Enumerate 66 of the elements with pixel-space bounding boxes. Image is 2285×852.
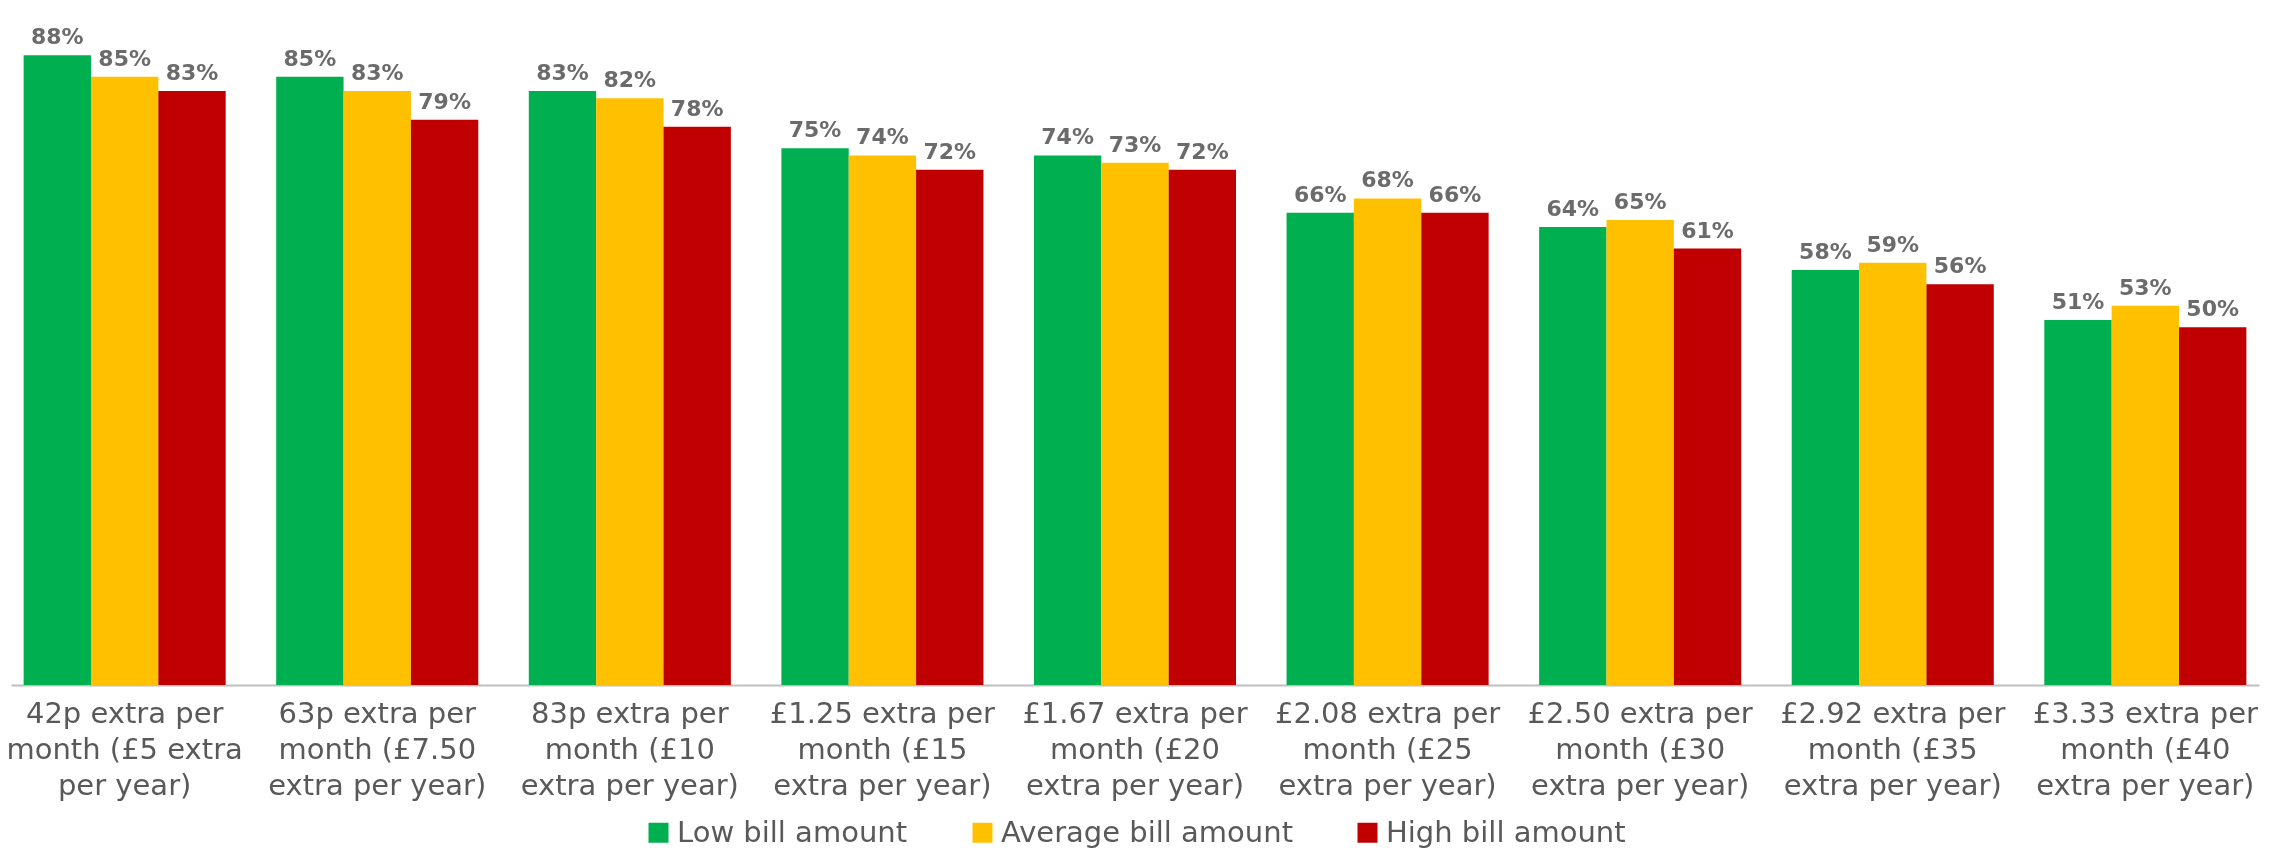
- legend-label: Average bill amount: [1001, 814, 1293, 849]
- bar: [1353, 198, 1422, 685]
- bar: [1286, 212, 1354, 685]
- x-tick-label: 63p extra per month (£7.50 extra per year): [268, 695, 487, 802]
- bar: [1859, 262, 1927, 685]
- bar: [781, 148, 849, 685]
- bar: [1673, 248, 1742, 685]
- bar: [90, 76, 159, 685]
- data-label: 83%: [165, 60, 219, 86]
- bar: [343, 91, 411, 685]
- bar: [1926, 284, 1994, 685]
- bar: [2179, 327, 2247, 685]
- bar: [2111, 305, 2180, 685]
- data-label: 75%: [788, 117, 842, 143]
- bar: [1539, 227, 1607, 685]
- bar: [23, 55, 91, 685]
- x-tick-label: 42p extra per month (£5 extra per year): [6, 695, 243, 802]
- data-label: 53%: [2119, 274, 2172, 300]
- x-tick-label: £3.33 extra per month (£40 extra per year): [2032, 695, 2258, 802]
- bar: [410, 119, 479, 685]
- data-label: 78%: [670, 95, 724, 121]
- data-label: 85%: [98, 45, 151, 71]
- data-label: 82%: [603, 67, 657, 93]
- data-label: 73%: [1108, 131, 1162, 157]
- bar: [596, 98, 664, 685]
- data-label: 66%: [1293, 181, 1347, 207]
- data-label: 56%: [1933, 253, 1987, 279]
- data-label: 58%: [1799, 238, 1852, 264]
- bar: [663, 126, 731, 685]
- x-tick-label: £2.08 extra per month (£25 extra per year): [1274, 695, 1501, 802]
- data-label: 74%: [1041, 124, 1094, 150]
- bar: [158, 91, 226, 685]
- x-tick-label: £2.50 extra per month (£30 extra per year): [1527, 695, 1753, 802]
- data-label: 79%: [418, 88, 471, 114]
- data-label: 85%: [283, 45, 337, 71]
- bar: [848, 155, 917, 685]
- data-label: 88%: [30, 24, 84, 50]
- legend-label: Low bill amount: [677, 814, 908, 849]
- data-label: 72%: [1176, 138, 1229, 164]
- data-label: 59%: [1866, 231, 1920, 257]
- data-label: 51%: [2051, 289, 2105, 315]
- data-label: 72%: [923, 138, 977, 164]
- bar: [2044, 320, 2112, 685]
- bar: [1421, 212, 1489, 685]
- legend-label: High bill amount: [1386, 814, 1626, 849]
- x-tick-label: 83p extra per month (£10 extra per year): [520, 695, 739, 802]
- x-tick-label: £1.25 extra per month (£15 extra per year): [769, 695, 996, 802]
- data-label: 74%: [856, 124, 909, 150]
- x-tick-label: £1.67 extra per month (£20 extra per year): [1022, 695, 1248, 802]
- data-label: 50%: [2186, 296, 2240, 322]
- data-label: 83%: [350, 60, 404, 86]
- bar: [916, 169, 984, 685]
- bar: [1791, 269, 1860, 685]
- bar: [1033, 155, 1102, 685]
- bar: [1101, 162, 1169, 685]
- data-label: 65%: [1613, 188, 1667, 214]
- data-label: 66%: [1428, 181, 1482, 207]
- data-label: 64%: [1546, 196, 1600, 222]
- bar: [1606, 219, 1674, 685]
- bar: [528, 91, 597, 685]
- data-label: 68%: [1361, 167, 1414, 193]
- x-tick-label: £2.92 extra per month (£35 extra per year): [1780, 695, 2006, 802]
- data-label: 61%: [1681, 217, 1734, 243]
- bar: [276, 76, 344, 685]
- data-label: 83%: [536, 60, 589, 86]
- bar: [1168, 169, 1237, 685]
